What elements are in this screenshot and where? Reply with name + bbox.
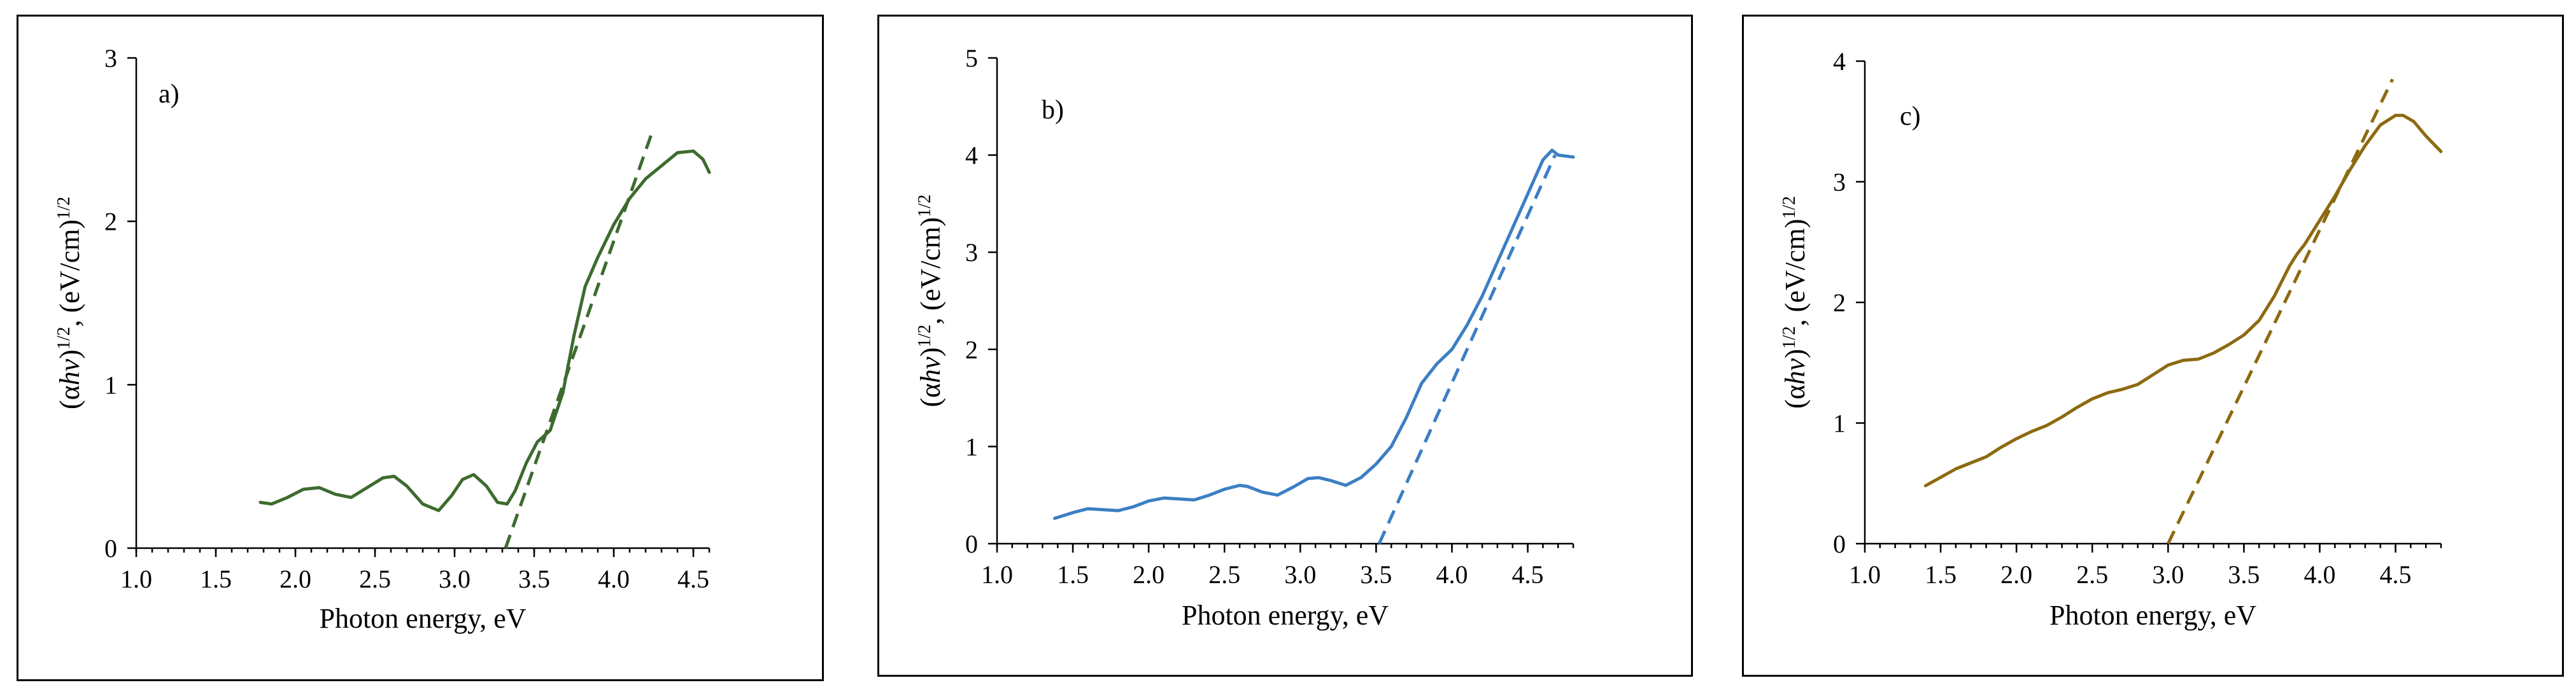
chart-b-y-axis-title: (αhν)1/2, (eV/cm)1/2 [915,194,947,407]
chart-b-y-tick-label: 5 [965,44,978,73]
chart-b-x-tick-label: 1.5 [1057,560,1089,589]
chart-b-x-axis-title: Photon energy, eV [1182,600,1389,631]
chart-a-y-title-part: (α [54,385,85,409]
chart-c-x-tick-label: 2.5 [2076,560,2108,589]
chart-b-y-title-part: , (eV/cm) [915,217,946,325]
chart-a-y-title-part: h [54,371,85,385]
chart-c-y-tick-label: 2 [1833,288,1846,317]
chart-c-fit-line [2167,78,2395,545]
chart-a-y-tick-label: 1 [104,371,117,399]
chart-a-y-axis-title: (αhν)1/2, (eV/cm)1/2 [54,197,86,409]
chart-b-panel-label: b) [1042,95,1064,125]
chart-a-x-tick-label: 4.5 [677,565,709,593]
chart-a-x-tick-label: 2.5 [359,565,391,593]
chart-c-x-tick-label: 4.0 [2304,560,2335,589]
chart-c-y-title-part: 1/2 [1780,326,1799,349]
chart-c-y-tick-label: 1 [1833,409,1846,438]
chart-a-x-tick-label: 1.0 [120,565,152,593]
chart-c-x-axis-title: Photon energy, eV [2049,600,2256,631]
chart-c-y-title-part: ν [1780,358,1811,371]
chart-c-y-title-part: (α [1780,385,1811,409]
chart-a-x-tick-label: 3.5 [518,565,550,593]
chart-b-x-tick-label: 2.0 [1133,560,1164,589]
chart-c-series-line [1923,113,2443,488]
chart-b-x-tick-label: 3.5 [1360,560,1392,589]
chart-c-y-title-part: ) [1780,349,1811,358]
chart-b-y-title-part: 1/2 [915,194,935,217]
chart-c-x-tick-label: 2.0 [2000,560,2032,589]
chart-a-y-title-part: , (eV/cm) [54,220,85,327]
chart-a-svg: 1.0 1.5 2.0 2.5 3.0 3.5 4.0 4.5 0 1 2 3 a) Photon ene… [54,44,711,634]
chart-b-y-tick-label: 1 [965,432,978,461]
chart-b-y-title-part: ) [915,348,946,357]
chart-b-fit-line [1377,154,1557,545]
chart-b-y-tick-label: 0 [965,530,978,558]
chart-c-x-tick-label: 4.5 [2380,560,2412,589]
chart-a-series-line [258,149,711,512]
chart-b-x-tick-label: 4.0 [1436,560,1468,589]
chart-a-fit-line [504,127,655,549]
chart-c-y-title-part: 1/2 [1780,196,1799,219]
chart-b-y-title-part: (α [915,383,946,407]
chart-a-y-title-part: ) [54,350,85,359]
chart-b-y-tick-label: 4 [965,141,978,170]
chart-c-y-tick-label: 3 [1833,168,1846,197]
chart-a-x-tick-label: 3.0 [439,565,471,593]
chart-b-y-title-part: ν [915,357,946,369]
chart-b-series-line [1053,148,1575,520]
chart-b-x-tick-label: 3.0 [1284,560,1316,589]
chart-a-y-tick-label: 0 [104,534,117,563]
chart-b-svg: 1.0 1.5 2.0 2.5 3.0 3.5 4.0 4.5 0 1 2 3 4 5 b) Photon e… [915,44,1575,631]
chart-c-y-title-part: h [1780,371,1811,385]
chart-a-y-title-part: ν [54,358,85,371]
chart-b-x-tick-label: 2.5 [1208,560,1240,589]
chart-panel-a: 1.0 1.5 2.0 2.5 3.0 3.5 4.0 4.5 0 1 2 3 a) Photon ene… [17,15,824,681]
chart-b-y-title-part: h [915,369,946,383]
chart-c-panel-label: c) [1900,102,1921,131]
chart-b-x-tick-label: 4.5 [1512,560,1544,589]
chart-a-x-tick-label: 2.0 [280,565,311,593]
chart-a-x-tick-label: 4.0 [598,565,630,593]
chart-b-y-tick-label: 3 [965,238,978,267]
chart-panel-b: 1.0 1.5 2.0 2.5 3.0 3.5 4.0 4.5 0 1 2 3 4 5 b) Photon e… [877,15,1693,677]
chart-a-y-title-part: 1/2 [54,197,74,220]
chart-panel-c: 1.0 1.5 2.0 2.5 3.0 3.5 4.0 4.5 0 1 2 3 4 c) Photon en… [1742,15,2564,677]
chart-c-y-tick-label: 0 [1833,530,1846,558]
chart-b-y-tick-label: 2 [965,335,978,364]
chart-b-y-title-part: 1/2 [915,325,935,348]
chart-c-y-tick-label: 4 [1833,47,1846,76]
chart-c-x-tick-label: 3.5 [2228,560,2260,589]
chart-a-panel-label: a) [159,80,180,109]
chart-a-x-tick-label: 1.5 [200,565,232,593]
chart-c-svg: 1.0 1.5 2.0 2.5 3.0 3.5 4.0 4.5 0 1 2 3 4 c) Photon en… [1780,47,2443,631]
chart-c-y-title-part: , (eV/cm) [1780,219,1811,327]
chart-c-x-tick-label: 3.0 [2152,560,2184,589]
chart-a-x-axis-title: Photon energy, eV [319,603,526,634]
chart-a-y-tick-label: 2 [104,208,117,236]
chart-a-y-tick-label: 3 [104,44,117,73]
chart-c-x-tick-label: 1.5 [1925,560,1957,589]
chart-b-x-tick-label: 1.0 [981,560,1013,589]
chart-c-x-tick-label: 1.0 [1849,560,1881,589]
chart-a-y-title-part: 1/2 [54,327,74,350]
chart-c-y-axis-title: (αhν)1/2, (eV/cm)1/2 [1780,196,1811,409]
